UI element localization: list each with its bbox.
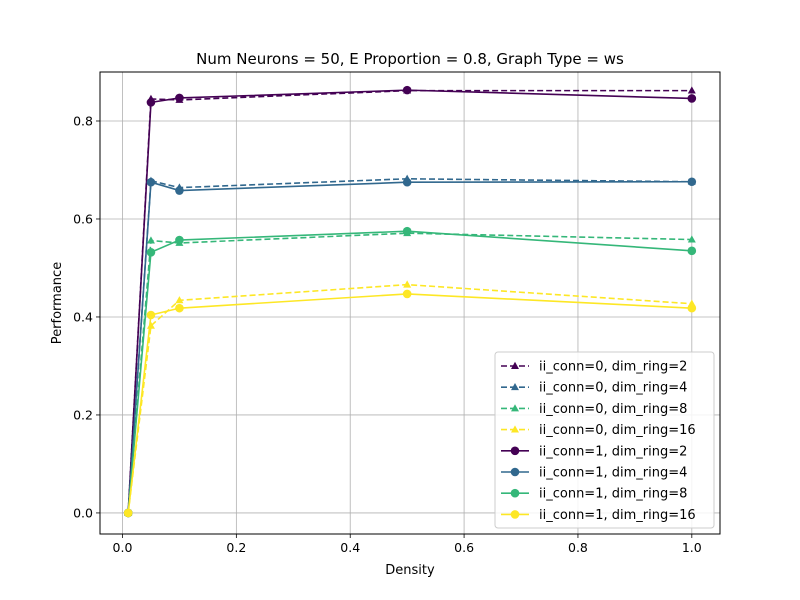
data-point <box>175 93 184 103</box>
data-point <box>402 226 412 236</box>
data-point <box>146 98 156 107</box>
legend-item: ii_conn=0, dim_ring=8 <box>501 402 687 417</box>
data-point <box>146 247 156 257</box>
x-tick-label: 0.8 <box>568 540 588 555</box>
legend-item: ii_conn=1, dim_ring=8 <box>501 487 687 502</box>
legend-marker <box>510 488 520 498</box>
legend-label: ii_conn=0, dim_ring=2 <box>539 360 687 375</box>
legend-marker <box>511 404 519 412</box>
x-tick-label: 0.6 <box>454 540 474 555</box>
series-8 <box>123 289 697 518</box>
y-tick-label: 0.6 <box>73 211 93 226</box>
legend-label: ii_conn=0, dim_ring=8 <box>539 402 687 417</box>
legend-item: ii_conn=1, dim_ring=16 <box>501 508 696 523</box>
legend-marker <box>510 510 520 519</box>
legend-box <box>494 351 715 529</box>
data-point <box>687 246 697 256</box>
chart-title: Num Neurons = 50, E Proportion = 0.8, Gr… <box>196 50 624 68</box>
x-tick-label: 0.4 <box>340 540 360 555</box>
legend-item: ii_conn=0, dim_ring=16 <box>501 423 696 438</box>
data-point <box>687 235 696 243</box>
legend-label: ii_conn=1, dim_ring=4 <box>539 466 687 481</box>
x-tick-label: 0.0 <box>113 540 133 555</box>
legend-label: ii_conn=0, dim_ring=16 <box>539 423 696 438</box>
legend-marker <box>511 425 519 433</box>
y-tick-label: 0.8 <box>73 113 93 128</box>
y-tick-label: 0.4 <box>73 309 93 324</box>
data-point <box>175 296 184 304</box>
legend-item: ii_conn=0, dim_ring=4 <box>501 381 687 396</box>
legend-label: ii_conn=1, dim_ring=8 <box>539 487 687 502</box>
data-point <box>175 235 184 245</box>
legend-item: ii_conn=1, dim_ring=2 <box>501 444 687 459</box>
data-point <box>687 86 696 94</box>
series-7 <box>123 226 697 518</box>
legend-label: ii_conn=1, dim_ring=16 <box>539 508 696 523</box>
data-point <box>175 303 184 313</box>
data-point <box>146 177 156 187</box>
x-axis-label: Density <box>385 563 435 578</box>
legend-marker <box>511 361 519 369</box>
data-point <box>402 177 412 187</box>
data-point <box>687 177 697 187</box>
data-point <box>175 186 184 195</box>
data-point <box>687 303 697 313</box>
x-tick-label: 0.2 <box>226 540 246 555</box>
data-point <box>687 94 697 103</box>
data-point <box>123 508 133 518</box>
legend-marker <box>511 383 519 391</box>
data-point <box>402 85 412 95</box>
legend-label: ii_conn=1, dim_ring=2 <box>539 444 687 459</box>
data-point <box>146 310 156 320</box>
legend-marker <box>510 467 520 477</box>
data-point <box>402 289 412 299</box>
legend-label: ii_conn=0, dim_ring=4 <box>539 381 687 396</box>
plot-frame <box>99 71 721 535</box>
y-tick-label: 0.0 <box>73 505 93 520</box>
legend-item: ii_conn=0, dim_ring=2 <box>501 360 687 375</box>
y-tick-label: 0.2 <box>73 407 93 422</box>
legend-item: ii_conn=1, dim_ring=4 <box>501 466 687 481</box>
data-point <box>146 236 155 244</box>
y-axis-label: Performance <box>50 262 65 344</box>
legend-marker <box>510 446 520 456</box>
x-tick-label: 1.0 <box>682 540 702 555</box>
data-point <box>403 280 412 288</box>
legend: ii_conn=0, dim_ring=2 ii_conn=0, dim_ring… <box>494 351 715 529</box>
axis-ticks: 0.0 0.2 0.4 0.6 0.8 1.0 0.0 0.2 0.4 0.6 0.8 <box>73 113 702 555</box>
series-group <box>123 85 697 518</box>
